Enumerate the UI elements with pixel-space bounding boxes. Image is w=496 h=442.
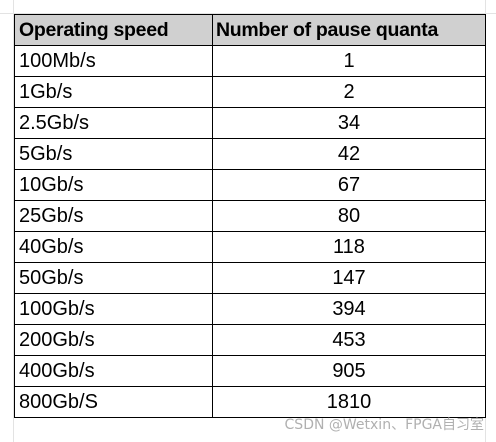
cell-quanta[interactable]: 1810 xyxy=(212,386,486,418)
table-row: 800Gb/S 1810 xyxy=(14,386,486,418)
gridline xyxy=(0,13,496,14)
cell-quanta[interactable]: 905 xyxy=(212,355,486,387)
header-pause-quanta[interactable]: Number of pause quanta xyxy=(212,14,486,46)
cell-quanta[interactable]: 67 xyxy=(212,169,486,201)
csdn-watermark: CSDN @Wetxin、FPGA自习室 xyxy=(284,417,484,433)
table-row: 5Gb/s 42 xyxy=(14,138,486,170)
table-row: 200Gb/s 453 xyxy=(14,324,486,356)
cell-quanta[interactable]: 2 xyxy=(212,76,486,108)
cell-speed[interactable]: 100Mb/s xyxy=(14,45,213,77)
cell-quanta[interactable]: 147 xyxy=(212,262,486,294)
table-row: 100Mb/s 1 xyxy=(14,45,486,77)
cell-quanta[interactable]: 80 xyxy=(212,200,486,232)
cell-speed[interactable]: 2.5Gb/s xyxy=(14,107,213,139)
table-row: 2.5Gb/s 34 xyxy=(14,107,486,139)
header-row: Operating speed Number of pause quanta xyxy=(14,14,486,46)
cell-speed[interactable]: 400Gb/s xyxy=(14,355,213,387)
table-row: 100Gb/s 394 xyxy=(14,293,486,325)
cell-quanta[interactable]: 394 xyxy=(212,293,486,325)
cell-quanta[interactable]: 34 xyxy=(212,107,486,139)
cell-quanta[interactable]: 453 xyxy=(212,324,486,356)
gridline xyxy=(13,0,14,442)
table-row: 10Gb/s 67 xyxy=(14,169,486,201)
table-row: 25Gb/s 80 xyxy=(14,200,486,232)
cell-speed[interactable]: 100Gb/s xyxy=(14,293,213,325)
table-row: 1Gb/s 2 xyxy=(14,76,486,108)
cell-speed[interactable]: 5Gb/s xyxy=(14,138,213,170)
table-row: 400Gb/s 905 xyxy=(14,355,486,387)
cell-quanta[interactable]: 42 xyxy=(212,138,486,170)
pause-quanta-table: Operating speed Number of pause quanta 1… xyxy=(14,14,486,418)
header-operating-speed[interactable]: Operating speed xyxy=(14,14,213,46)
cell-speed[interactable]: 200Gb/s xyxy=(14,324,213,356)
cell-speed[interactable]: 25Gb/s xyxy=(14,200,213,232)
cell-quanta[interactable]: 1 xyxy=(212,45,486,77)
table-row: 40Gb/s 118 xyxy=(14,231,486,263)
cell-speed[interactable]: 800Gb/S xyxy=(14,386,213,418)
cell-speed[interactable]: 50Gb/s xyxy=(14,262,213,294)
gridline xyxy=(485,0,486,442)
cell-speed[interactable]: 10Gb/s xyxy=(14,169,213,201)
table-row: 50Gb/s 147 xyxy=(14,262,486,294)
cell-speed[interactable]: 1Gb/s xyxy=(14,76,213,108)
cell-speed[interactable]: 40Gb/s xyxy=(14,231,213,263)
cell-quanta[interactable]: 118 xyxy=(212,231,486,263)
